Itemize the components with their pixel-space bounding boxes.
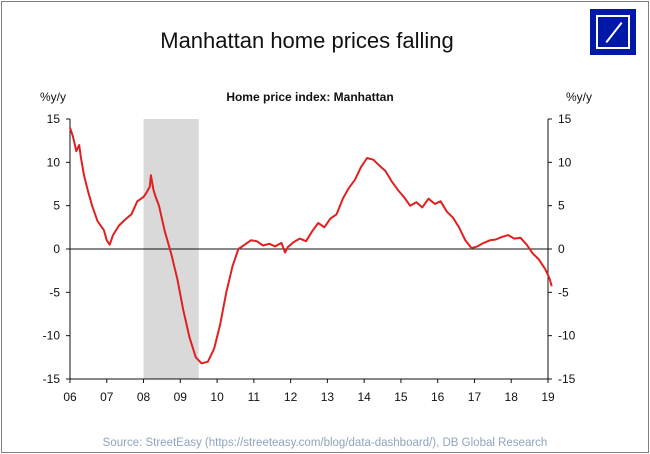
x-tick-label: 19 <box>541 390 555 404</box>
x-tick-label: 13 <box>321 390 335 404</box>
source-note: Source: StreetEasy (https://streeteasy.c… <box>102 437 548 449</box>
x-tick-label: 15 <box>394 390 408 404</box>
x-tick-label: 14 <box>357 390 371 404</box>
y-tick-label-right: -15 <box>558 372 576 386</box>
x-tick-label: 06 <box>63 390 77 404</box>
y-tick-label-left: -5 <box>49 285 60 299</box>
y-tick-label-left: 0 <box>53 242 60 256</box>
chart-title: Manhattan home prices falling <box>160 28 454 53</box>
y-tick-label-left: -10 <box>43 329 61 343</box>
y-tick-label-right: 5 <box>558 199 565 213</box>
x-tick-label: 18 <box>505 390 519 404</box>
y-axis-unit-right: %y/y <box>566 90 592 104</box>
y-tick-label-right: 15 <box>558 112 572 126</box>
y-tick-label-left: 5 <box>53 199 60 213</box>
x-tick-label: 08 <box>137 390 151 404</box>
x-tick-label: 17 <box>468 390 482 404</box>
y-tick-label-right: -5 <box>558 285 569 299</box>
y-tick-label-left: 10 <box>47 155 61 169</box>
y-tick-label-right: 0 <box>558 242 565 256</box>
y-tick-label-left: -15 <box>43 372 61 386</box>
y-tick-label-right: -10 <box>558 329 576 343</box>
x-tick-label: 11 <box>248 390 261 404</box>
y-axis-unit-left: %y/y <box>40 90 66 104</box>
series-line <box>69 127 553 365</box>
x-tick-label: 09 <box>174 390 188 404</box>
x-tick-label: 12 <box>284 390 298 404</box>
x-tick-label: 16 <box>431 390 445 404</box>
y-tick-label-right: 10 <box>558 155 572 169</box>
y-tick-label-left: 15 <box>47 112 61 126</box>
logo-square-outline <box>596 15 630 49</box>
x-tick-label: 10 <box>210 390 224 404</box>
deutsche-bank-logo <box>590 9 636 55</box>
x-tick-label: 07 <box>100 390 114 404</box>
chart-subtitle: Home price index: Manhattan <box>226 90 393 104</box>
